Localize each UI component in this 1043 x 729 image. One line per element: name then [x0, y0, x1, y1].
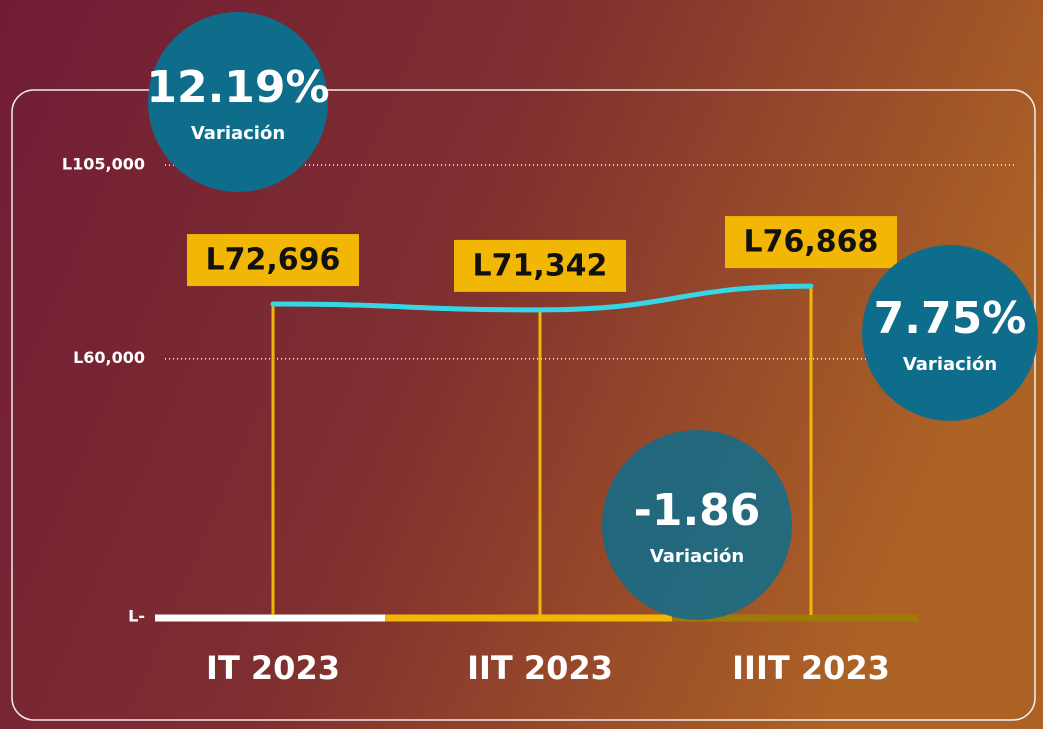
value-label: L71,342 — [473, 248, 608, 283]
chart: L- L60,000 L105,000 IT 2023 IIT 2023 IIIT 202… — [0, 0, 1043, 729]
variation-value: -1.86 — [634, 485, 761, 536]
variation-caption: Variación — [903, 354, 997, 375]
variation-caption: Variación — [191, 123, 285, 144]
variation-value: 7.75% — [874, 293, 1027, 344]
value-label: L76,868 — [744, 225, 879, 260]
x-tick-label: IT 2023 — [206, 649, 340, 687]
page: {"chart_data": {"type": "line", "categor… — [0, 0, 1043, 729]
y-tick-label: L- — [128, 607, 145, 626]
value-label: L72,696 — [206, 243, 341, 278]
x-tick-label: IIIT 2023 — [732, 649, 890, 687]
x-tick-label: IIT 2023 — [467, 649, 613, 687]
variation-caption: Variación — [650, 546, 744, 567]
variation-value: 12.19% — [146, 62, 329, 113]
y-tick-label: L60,000 — [73, 348, 145, 367]
y-tick-label: L105,000 — [62, 155, 145, 174]
